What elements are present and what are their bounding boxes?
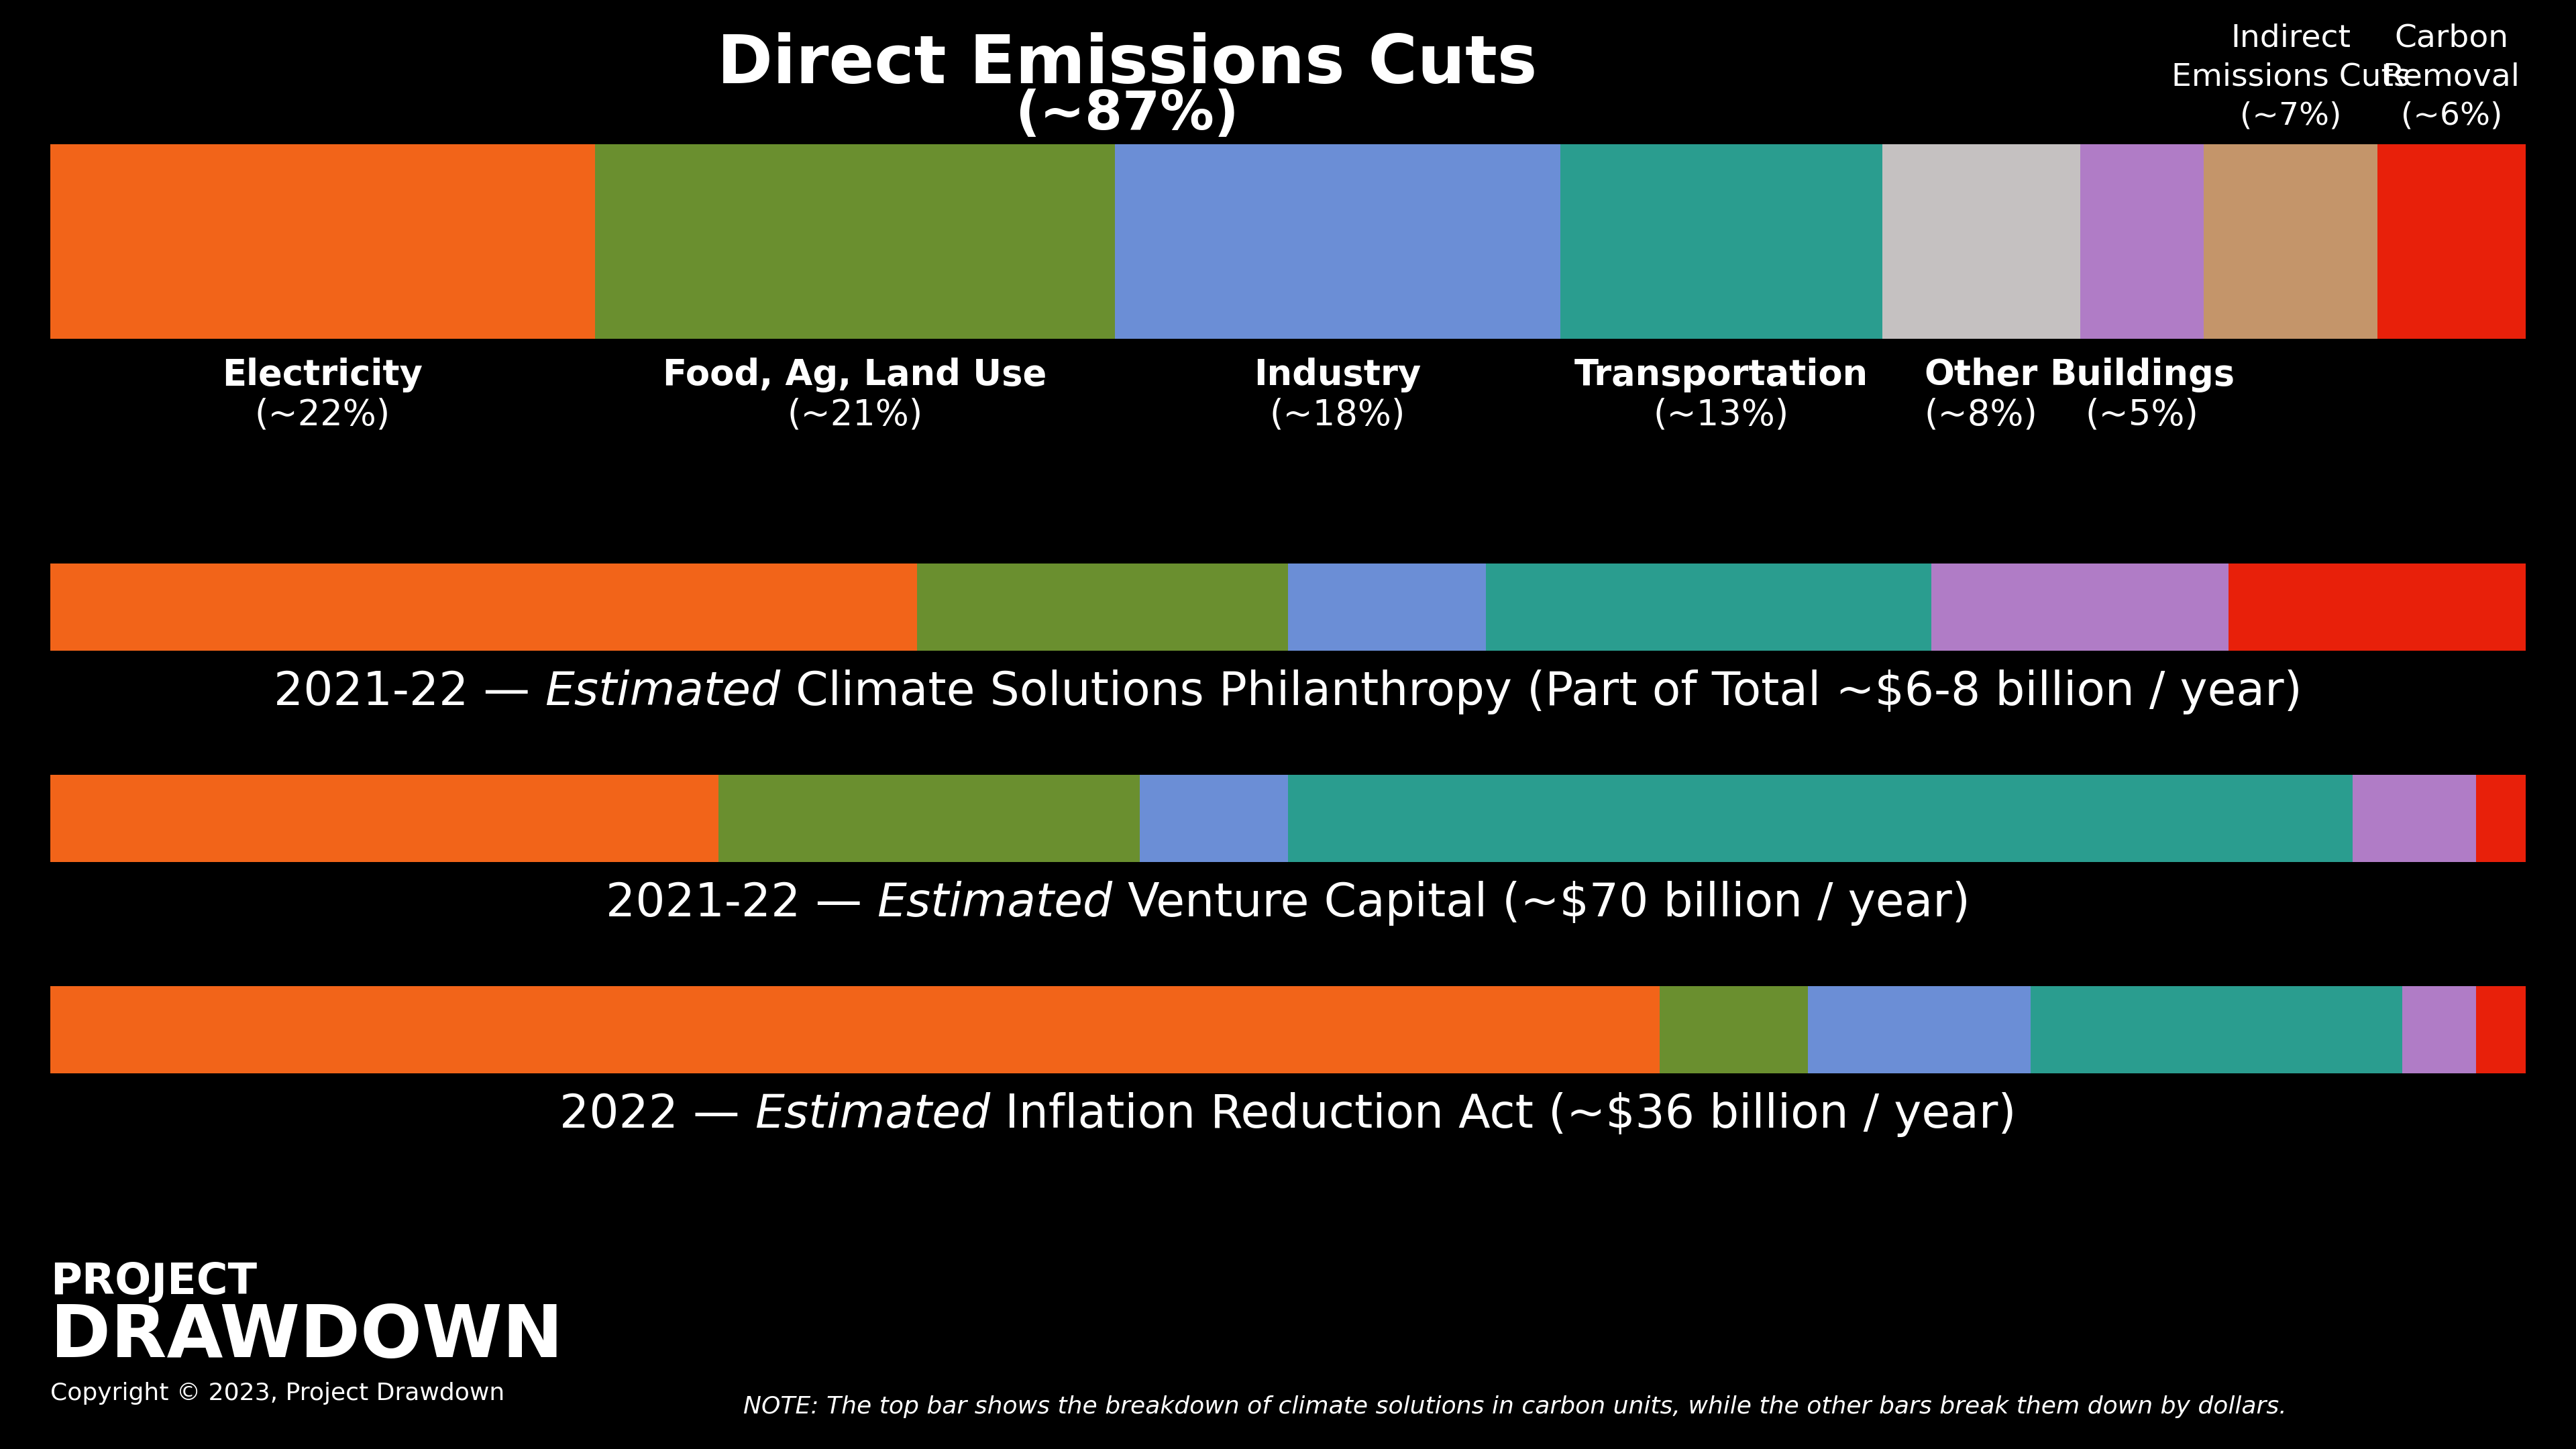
Bar	[52, 775, 719, 862]
Text: Carbon: Carbon	[2393, 23, 2509, 54]
Text: Estimated: Estimated	[878, 881, 1113, 926]
Bar	[2476, 987, 2524, 1074]
Text: PROJECT: PROJECT	[52, 1261, 258, 1303]
Text: (~6%): (~6%)	[2401, 101, 2501, 132]
Text: (~13%): (~13%)	[1654, 398, 1788, 433]
Text: Other: Other	[1924, 358, 2038, 393]
Bar	[2030, 987, 2401, 1074]
Text: Climate Solutions Philanthropy (Part of Total ~$6-8 billion / year): Climate Solutions Philanthropy (Part of …	[781, 669, 2303, 714]
Bar	[1486, 564, 1932, 651]
Text: (~21%): (~21%)	[788, 398, 922, 433]
Text: 2021-22 —: 2021-22 —	[605, 881, 878, 926]
Bar	[1659, 987, 1808, 1074]
Bar	[1139, 775, 1288, 862]
Bar	[52, 564, 917, 651]
Text: Buildings: Buildings	[2050, 358, 2233, 393]
Bar	[52, 145, 595, 339]
Bar	[1808, 987, 2030, 1074]
Bar	[2352, 775, 2476, 862]
Text: (~87%): (~87%)	[1015, 88, 1239, 141]
Text: Inflation Reduction Act (~$36 billion / year): Inflation Reduction Act (~$36 billion / …	[989, 1093, 2017, 1137]
Text: Venture Capital (~$70 billion / year): Venture Capital (~$70 billion / year)	[1113, 881, 1971, 926]
Text: (~8%): (~8%)	[1924, 398, 2038, 433]
Text: Emissions Cuts: Emissions Cuts	[2172, 62, 2409, 93]
Bar	[52, 987, 1659, 1074]
Bar	[2079, 145, 2205, 339]
Text: (~22%): (~22%)	[255, 398, 392, 433]
Bar	[1288, 775, 2352, 862]
Bar	[1115, 145, 1561, 339]
Text: 2021-22 —: 2021-22 —	[273, 669, 546, 714]
Text: Copyright © 2023, Project Drawdown: Copyright © 2023, Project Drawdown	[52, 1382, 505, 1404]
Bar	[2228, 564, 2524, 651]
Text: Electricity: Electricity	[222, 358, 422, 393]
Text: Indirect: Indirect	[2231, 23, 2349, 54]
Text: Estimated: Estimated	[546, 669, 781, 714]
Bar	[595, 145, 1115, 339]
Text: Removal: Removal	[2383, 62, 2519, 93]
Bar	[2476, 775, 2524, 862]
Text: NOTE: The top bar shows the breakdown of climate solutions in carbon units, whil: NOTE: The top bar shows the breakdown of…	[744, 1395, 2287, 1419]
Text: (~7%): (~7%)	[2239, 101, 2342, 132]
Text: Transportation: Transportation	[1574, 358, 1868, 393]
Bar	[1561, 145, 1883, 339]
Text: Direct Emissions Cuts: Direct Emissions Cuts	[716, 32, 1538, 97]
Text: 2022 —: 2022 —	[559, 1093, 755, 1137]
Bar	[1288, 564, 1486, 651]
Bar	[1883, 145, 2079, 339]
Text: DRAWDOWN: DRAWDOWN	[52, 1301, 564, 1372]
Text: Food, Ag, Land Use: Food, Ag, Land Use	[662, 358, 1046, 393]
Bar	[1932, 564, 2228, 651]
Bar	[2378, 145, 2524, 339]
Bar	[2205, 145, 2378, 339]
Text: (~5%): (~5%)	[2087, 398, 2200, 433]
Bar	[2401, 987, 2476, 1074]
Bar	[917, 564, 1288, 651]
Text: Industry: Industry	[1255, 358, 1422, 393]
Bar	[719, 775, 1139, 862]
Text: Estimated: Estimated	[755, 1093, 989, 1137]
Text: (~18%): (~18%)	[1270, 398, 1406, 433]
